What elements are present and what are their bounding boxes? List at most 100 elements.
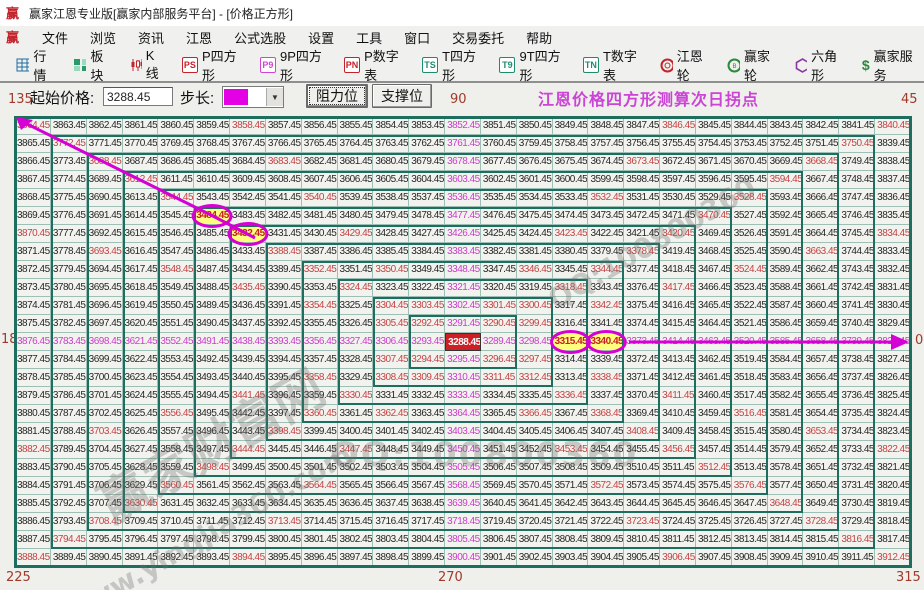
grid-cell[interactable]: 3420.45 [660, 225, 696, 243]
grid-cell[interactable]: 3571.45 [552, 477, 589, 495]
grid-cell[interactable]: 3298.45 [516, 333, 553, 351]
grid-cell[interactable]: 3412.45 [660, 369, 696, 387]
grid-cell[interactable]: 3591.45 [767, 225, 804, 243]
grid-cell[interactable]: 3429.45 [337, 225, 374, 243]
grid-cell[interactable]: 3894.45 [230, 549, 266, 567]
grid-cell[interactable]: 3707.45 [86, 495, 123, 513]
grid-cell[interactable]: 3767.45 [230, 135, 266, 153]
grid-cell[interactable]: 3632.45 [194, 495, 231, 513]
grid-cell[interactable]: 3697.45 [86, 315, 123, 333]
grid-cell[interactable]: 3875.45 [15, 315, 51, 333]
grid-cell[interactable]: 3339.45 [588, 351, 625, 369]
grid-cell[interactable]: 3897.45 [337, 549, 374, 567]
grid-cell[interactable]: 3747.45 [839, 189, 876, 207]
grid-cell[interactable]: 3349.45 [409, 261, 446, 279]
grid-cell[interactable]: 3479.45 [373, 207, 410, 225]
grid-cell[interactable]: 3874.45 [15, 297, 51, 315]
grid-cell[interactable]: 3565.45 [337, 477, 374, 495]
grid-cell[interactable]: 3561.45 [194, 477, 231, 495]
grid-cell[interactable]: 3539.45 [337, 189, 374, 207]
grid-cell[interactable]: 3757.45 [588, 135, 625, 153]
toolbar-market-button[interactable]: 行情 [8, 42, 63, 88]
grid-cell[interactable]: 3392.45 [265, 315, 302, 333]
grid-cell[interactable]: 3910.45 [803, 549, 840, 567]
grid-cell[interactable]: 3340.45 [588, 333, 625, 351]
grid-cell[interactable]: 3830.45 [875, 297, 911, 315]
grid-cell[interactable]: 3328.45 [337, 351, 374, 369]
grid-cell[interactable]: 3363.45 [409, 405, 446, 423]
grid-cell[interactable]: 3564.45 [301, 477, 338, 495]
grid-cell[interactable]: 3835.45 [875, 207, 911, 225]
grid-cell[interactable]: 3708.45 [86, 513, 123, 531]
grid-cell[interactable]: 3421.45 [624, 225, 661, 243]
grid-cell[interactable]: 3721.45 [552, 513, 589, 531]
grid-cell[interactable]: 3318.45 [552, 279, 589, 297]
toolbar-t-table-button[interactable]: TN T数字表 [575, 42, 650, 88]
grid-cell[interactable]: 3777.45 [50, 225, 87, 243]
grid-cell[interactable]: 3322.45 [409, 279, 446, 297]
grid-cell[interactable]: 3717.45 [409, 513, 446, 531]
grid-cell[interactable]: 3648.45 [767, 495, 804, 513]
grid-cell[interactable]: 3327.45 [337, 333, 374, 351]
grid-cell[interactable]: 3356.45 [301, 333, 338, 351]
grid-cell[interactable]: 3389.45 [265, 261, 302, 279]
grid-cell[interactable]: 3699.45 [86, 351, 123, 369]
grid-cell[interactable]: 3713.45 [265, 513, 302, 531]
grid-cell[interactable]: 3664.45 [803, 225, 840, 243]
grid-cell[interactable]: 3768.45 [194, 135, 231, 153]
grid-cell[interactable]: 3417.45 [660, 279, 696, 297]
grid-cell[interactable]: 3425.45 [480, 225, 517, 243]
grid-cell[interactable]: 3416.45 [660, 297, 696, 315]
grid-cell[interactable]: 3576.45 [731, 477, 768, 495]
grid-cell[interactable]: 3854.45 [373, 117, 410, 135]
grid-cell[interactable]: 3655.45 [803, 387, 840, 405]
grid-cell[interactable]: 3525.45 [731, 243, 768, 261]
grid-cell[interactable]: 3786.45 [50, 387, 87, 405]
grid-cell[interactable]: 3750.45 [839, 135, 876, 153]
grid-cell[interactable]: 3702.45 [86, 405, 123, 423]
toolbar-hexagon-button[interactable]: 六角形 [787, 42, 852, 88]
grid-cell[interactable]: 3752.45 [767, 135, 804, 153]
grid-cell[interactable]: 3585.45 [767, 333, 804, 351]
grid-cell[interactable]: 3645.45 [660, 495, 696, 513]
grid-cell[interactable]: 3621.45 [122, 333, 159, 351]
grid-cell[interactable]: 3317.45 [552, 297, 589, 315]
grid-cell[interactable]: 3906.45 [660, 549, 696, 567]
grid-cell[interactable]: 3639.45 [445, 495, 481, 513]
grid-cell[interactable]: 3593.45 [767, 189, 804, 207]
grid-cell[interactable]: 3796.45 [122, 531, 159, 549]
grid-cell[interactable]: 3861.45 [122, 117, 159, 135]
grid-cell[interactable]: 3797.45 [158, 531, 195, 549]
grid-cell[interactable]: 3297.45 [516, 351, 553, 369]
grid-cell[interactable]: 3303.45 [409, 297, 446, 315]
grid-cell[interactable]: 3670.45 [731, 153, 768, 171]
menu-window[interactable]: 窗口 [404, 31, 431, 46]
grid-cell[interactable]: 3533.45 [552, 189, 589, 207]
grid-cell[interactable]: 3669.45 [767, 153, 804, 171]
grid-cell[interactable]: 3710.45 [158, 513, 195, 531]
grid-cell[interactable]: 3862.45 [86, 117, 123, 135]
grid-cell[interactable]: 3806.45 [480, 531, 517, 549]
grid-cell[interactable]: 3528.45 [731, 189, 768, 207]
grid-cell[interactable]: 3864.45 [15, 117, 51, 135]
grid-cell[interactable]: 3790.45 [50, 459, 87, 477]
grid-cell[interactable]: 3516.45 [731, 405, 768, 423]
grid-cell[interactable]: 3691.45 [86, 207, 123, 225]
grid-cell[interactable]: 3771.45 [86, 135, 123, 153]
grid-cell[interactable]: 3493.45 [194, 369, 231, 387]
grid-cell[interactable]: 3348.45 [445, 261, 481, 279]
grid-cell[interactable]: 3619.45 [122, 297, 159, 315]
chevron-down-icon[interactable]: ▼ [266, 88, 283, 106]
grid-cell[interactable]: 3696.45 [86, 297, 123, 315]
grid-cell[interactable]: 3698.45 [86, 333, 123, 351]
grid-cell[interactable]: 3837.45 [875, 171, 911, 189]
grid-cell[interactable]: 3899.45 [409, 549, 446, 567]
grid-cell[interactable]: 3446.45 [301, 441, 338, 459]
grid-cell[interactable]: 3782.45 [50, 315, 87, 333]
grid-cell[interactable]: 3582.45 [767, 387, 804, 405]
grid-cell[interactable]: 3824.45 [875, 405, 911, 423]
grid-cell[interactable]: 3904.45 [588, 549, 625, 567]
grid-cell[interactable]: 3787.45 [50, 405, 87, 423]
grid-cell[interactable]: 3473.45 [588, 207, 625, 225]
grid-cell[interactable]: 3451.45 [480, 441, 517, 459]
